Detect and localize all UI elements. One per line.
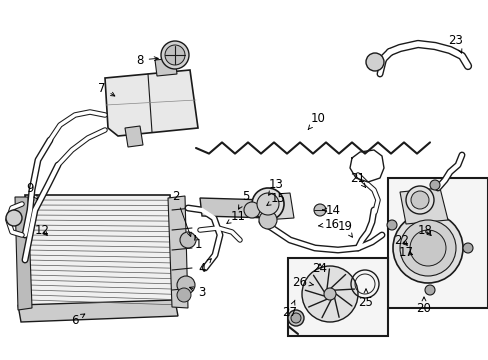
Text: 19: 19 (337, 220, 352, 237)
Text: 8: 8 (136, 54, 158, 67)
Text: 22: 22 (394, 234, 408, 247)
Text: 27: 27 (282, 300, 297, 319)
Text: 23: 23 (447, 33, 463, 53)
Text: 18: 18 (417, 224, 431, 237)
Circle shape (405, 186, 433, 214)
Bar (287, 258, 387, 336)
Circle shape (410, 191, 428, 209)
Polygon shape (105, 70, 198, 136)
Circle shape (392, 213, 462, 283)
Text: 4: 4 (198, 259, 211, 274)
Polygon shape (168, 196, 187, 308)
Circle shape (161, 41, 189, 69)
Circle shape (386, 220, 396, 230)
Circle shape (6, 210, 22, 226)
Text: 14: 14 (322, 203, 340, 216)
Text: 16: 16 (318, 217, 339, 230)
Circle shape (324, 288, 335, 300)
Text: 13: 13 (268, 179, 283, 195)
Polygon shape (262, 193, 293, 220)
Circle shape (251, 188, 284, 220)
Text: 12: 12 (35, 224, 49, 237)
Polygon shape (399, 188, 447, 224)
Circle shape (180, 232, 196, 248)
Circle shape (259, 211, 276, 229)
Circle shape (244, 202, 260, 218)
Circle shape (424, 285, 434, 295)
Text: 2: 2 (172, 189, 191, 237)
Text: 6: 6 (71, 314, 84, 327)
Polygon shape (155, 58, 177, 76)
Text: 11: 11 (226, 210, 245, 224)
Circle shape (365, 53, 383, 71)
Text: 9: 9 (26, 181, 38, 200)
Circle shape (313, 204, 325, 216)
Text: 26: 26 (292, 275, 313, 288)
Polygon shape (200, 198, 269, 218)
Circle shape (164, 45, 184, 65)
Circle shape (399, 220, 455, 276)
Polygon shape (15, 197, 32, 310)
Text: 15: 15 (266, 192, 285, 206)
Polygon shape (125, 126, 142, 147)
Circle shape (462, 243, 472, 253)
Text: 21: 21 (350, 171, 365, 188)
Polygon shape (18, 300, 178, 322)
Text: 3: 3 (189, 285, 205, 298)
Text: 10: 10 (307, 112, 325, 130)
Circle shape (290, 313, 301, 323)
Text: 24: 24 (312, 261, 327, 274)
Circle shape (302, 266, 357, 322)
Circle shape (177, 276, 195, 294)
Text: 1: 1 (194, 235, 202, 252)
Text: 25: 25 (358, 289, 373, 309)
Circle shape (287, 310, 304, 326)
Text: 5: 5 (238, 189, 249, 209)
Circle shape (257, 193, 279, 215)
Circle shape (429, 180, 439, 190)
Circle shape (177, 288, 191, 302)
Circle shape (409, 230, 445, 266)
Polygon shape (25, 195, 175, 310)
Text: 7: 7 (98, 81, 115, 96)
Text: 20: 20 (416, 297, 430, 315)
Bar (387, 178, 487, 308)
Text: 17: 17 (398, 246, 413, 258)
